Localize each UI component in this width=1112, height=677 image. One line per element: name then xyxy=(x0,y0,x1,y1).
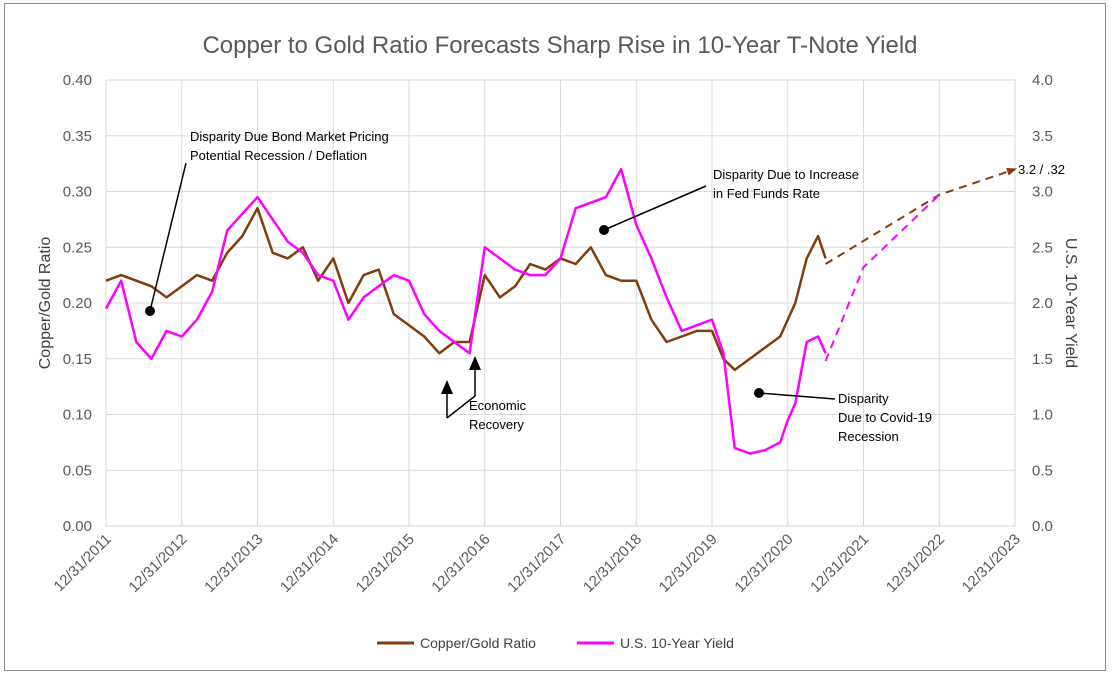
y-tick-label: 0.10 xyxy=(63,407,92,424)
x-tick-label: 12/31/2019 xyxy=(656,531,721,596)
y2-tick-label: 1.5 xyxy=(1032,351,1053,368)
annotation-text-line: in Fed Funds Rate xyxy=(713,186,820,201)
gridlines xyxy=(105,79,1016,527)
y-tick-label: 0.35 xyxy=(63,128,92,145)
x-axis-ticks: 12/31/2011 12/31/2012 12/31/2013 12/31/2014… xyxy=(51,531,1024,596)
chart-title: Copper to Gold Ratio Forecasts Sharp Ris… xyxy=(202,32,917,59)
chart-frame xyxy=(4,3,1106,671)
arrow-head xyxy=(469,356,481,370)
annotation-text-line: 3.2 / .32 xyxy=(1018,162,1065,177)
y-tick-label: 0.25 xyxy=(63,239,92,256)
x-tick-label: 12/31/2012 xyxy=(125,531,190,596)
annotation-text-line: Recession xyxy=(838,429,899,444)
y-tick-label: 0.15 xyxy=(63,351,92,368)
legend-label-copper-gold: Copper/Gold Ratio xyxy=(420,635,536,651)
annotation-leader-line xyxy=(758,392,836,400)
annotations: Disparity Due Bond Market Pricing Potenti… xyxy=(145,129,1065,444)
x-tick-label: 12/31/2016 xyxy=(428,531,493,596)
y-axis-ticks: 0.00 0.05 0.10 0.15 0.20 0.25 0.30 0.35 0.40 xyxy=(63,72,92,535)
x-tick-label: 12/31/2021 xyxy=(807,531,872,596)
annotation-forecast-value: 3.2 / .32 xyxy=(1018,162,1065,177)
forecast-line-copper-gold xyxy=(825,167,1017,265)
annotation-covid: Disparity Due to Covid-19 Recession xyxy=(754,388,932,444)
annotation-text-line: Due to Covid-19 xyxy=(838,410,932,425)
annotation-marker xyxy=(145,306,155,316)
y2-tick-label: 2.5 xyxy=(1032,239,1053,256)
annotation-economic-recovery: Economic Recovery xyxy=(441,356,527,432)
x-tick-label: 12/31/2011 xyxy=(51,531,115,595)
x-tick-label: 12/31/2020 xyxy=(731,531,796,596)
y2-axis-label: U.S. 10-Year Yield xyxy=(1062,238,1079,368)
series-lines xyxy=(104,167,827,455)
forecast-line-10yr-yield xyxy=(824,194,940,362)
annotation-text-line: Potential Recession / Deflation xyxy=(190,148,367,163)
annotation-marker xyxy=(754,388,764,398)
x-tick-label: 12/31/2018 xyxy=(580,531,645,596)
y-tick-label: 0.00 xyxy=(63,518,92,535)
y2-tick-label: 3.5 xyxy=(1032,128,1053,145)
annotation-text-line: Economic xyxy=(469,398,527,413)
annotation-leader-line xyxy=(603,185,707,231)
legend: Copper/Gold Ratio U.S. 10-Year Yield xyxy=(377,635,734,651)
legend-label-10yr-yield: U.S. 10-Year Yield xyxy=(620,635,734,651)
y-tick-label: 0.20 xyxy=(63,295,92,312)
arrow-shaft xyxy=(446,368,476,419)
annotation-text-line: Recovery xyxy=(469,417,524,432)
y2-tick-label: 3.0 xyxy=(1032,184,1053,201)
x-tick-label: 12/31/2015 xyxy=(353,531,418,596)
series-line-10yr-yield xyxy=(104,167,827,455)
x-tick-label: 12/31/2017 xyxy=(504,531,569,596)
x-tick-label: 12/31/2014 xyxy=(277,531,342,596)
y2-axis-ticks: 0.0 0.5 1.0 1.5 2.0 2.5 3.0 3.5 4.0 xyxy=(1032,72,1053,535)
annotation-bond-market: Disparity Due Bond Market Pricing Potenti… xyxy=(145,129,389,316)
annotation-fed-funds: Disparity Due to Increase in Fed Funds Ra… xyxy=(599,167,859,235)
y2-tick-label: 0.0 xyxy=(1032,518,1053,535)
y-tick-label: 0.05 xyxy=(63,462,92,479)
y2-tick-label: 4.0 xyxy=(1032,72,1053,89)
y2-tick-label: 0.5 xyxy=(1032,462,1053,479)
x-tick-label: 12/31/2023 xyxy=(959,531,1024,596)
forecast-lines xyxy=(824,167,1017,362)
annotation-marker xyxy=(599,225,609,235)
series-line-copper-gold xyxy=(105,206,827,372)
y2-tick-label: 2.0 xyxy=(1032,295,1053,312)
arrow-head xyxy=(441,380,453,394)
x-tick-label: 12/31/2022 xyxy=(883,531,948,596)
annotation-leader-line xyxy=(149,162,187,312)
y-tick-label: 0.30 xyxy=(63,184,92,201)
annotation-text-line: Disparity xyxy=(838,391,889,406)
y-tick-label: 0.40 xyxy=(63,72,92,89)
y-axis-label: Copper/Gold Ratio xyxy=(37,237,54,370)
annotation-text-line: Disparity Due to Increase xyxy=(713,167,859,182)
y2-tick-label: 1.0 xyxy=(1032,407,1053,424)
x-tick-label: 12/31/2013 xyxy=(201,531,266,596)
annotation-text-line: Disparity Due Bond Market Pricing xyxy=(190,129,389,144)
